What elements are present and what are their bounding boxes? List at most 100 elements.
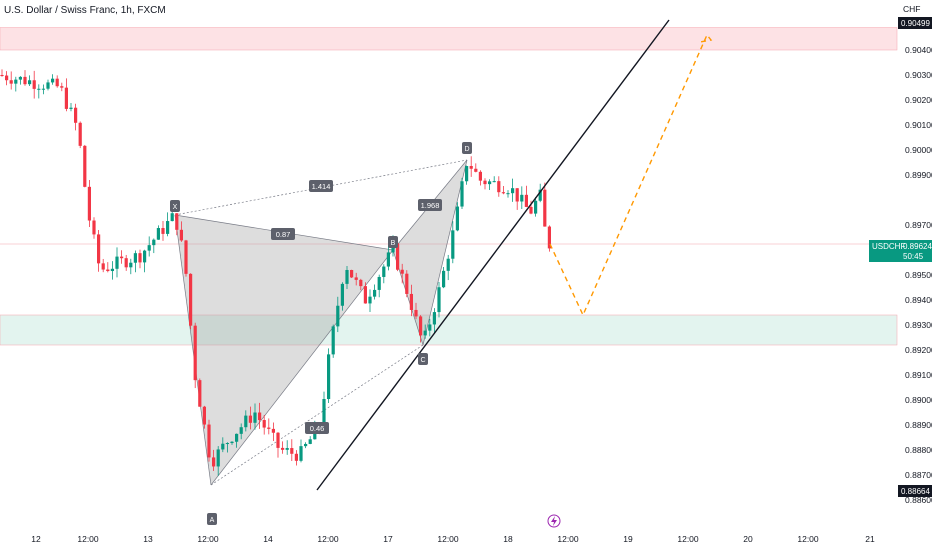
- candle-body: [474, 168, 478, 172]
- candle-body: [534, 200, 538, 214]
- candle-body: [55, 78, 59, 87]
- candle-body: [78, 122, 82, 146]
- candle-body: [538, 189, 542, 201]
- top-price-text: 0.90499: [901, 19, 930, 28]
- pattern-xab-triangle[interactable]: [175, 215, 393, 485]
- time-tick: 20: [743, 534, 753, 544]
- candle-body: [432, 312, 436, 325]
- candle-body: [386, 252, 390, 267]
- projection-path[interactable]: [549, 33, 713, 317]
- point-label-b: B: [388, 236, 398, 248]
- candle-body: [497, 181, 501, 193]
- candle-body: [41, 88, 45, 90]
- candle-body: [267, 427, 271, 429]
- candle-body: [152, 239, 156, 246]
- candle-body: [235, 433, 239, 442]
- ratio-label: 1.968: [418, 199, 442, 211]
- time-axis[interactable]: 12 12:00 13 12:00 14 12:00 17 12:00 18 12:00 19 12:…: [31, 534, 875, 544]
- candle-body: [276, 432, 280, 448]
- candle-body: [87, 186, 91, 221]
- svg-text:1.968: 1.968: [421, 201, 440, 210]
- candle-body: [193, 325, 197, 381]
- support-zone[interactable]: [0, 314, 898, 346]
- candle-body: [244, 415, 248, 428]
- time-tick: 12:00: [77, 534, 99, 544]
- current-symbol: USDCHF: [872, 242, 905, 251]
- candle-body: [285, 448, 289, 450]
- price-tick: 0.88600: [905, 495, 932, 505]
- candle-body: [175, 213, 179, 230]
- time-tick: 21: [865, 534, 875, 544]
- candle-body: [419, 316, 423, 336]
- candle-body: [345, 269, 349, 284]
- point-label-x: X: [170, 200, 180, 212]
- current-price-tag: USDCHF 0.89624 50:45: [869, 240, 932, 262]
- candle-body: [377, 276, 381, 290]
- candle-body: [446, 258, 450, 271]
- current-price-text: 0.89624: [903, 242, 932, 251]
- candle-body: [350, 269, 354, 278]
- candle-body: [492, 181, 496, 183]
- candle-body: [124, 258, 128, 268]
- candle-body: [46, 82, 50, 89]
- candlestick-series: [0, 69, 551, 476]
- candle-body: [368, 296, 372, 304]
- candle-body: [0, 75, 4, 76]
- ascending-trendline[interactable]: [316, 19, 670, 491]
- candle-body: [239, 427, 243, 434]
- candle-body: [469, 166, 473, 169]
- svg-text:X: X: [173, 204, 178, 211]
- candle-body: [460, 181, 464, 207]
- candle-body: [216, 449, 220, 467]
- time-tick: 17: [383, 534, 393, 544]
- ratio-labels: 1.414 0.87 1.968 0.46: [271, 180, 442, 434]
- svg-text:1.414: 1.414: [312, 182, 331, 191]
- resistance-zone[interactable]: [0, 27, 898, 51]
- candle-body: [483, 180, 487, 185]
- candle-body: [147, 245, 151, 251]
- candle-body: [143, 250, 147, 263]
- pattern-leg: [174, 214, 212, 486]
- candle-body: [258, 412, 262, 421]
- candle-body: [543, 189, 547, 227]
- point-label-a: A: [207, 513, 217, 525]
- candle-body: [423, 330, 427, 336]
- candle-body: [115, 256, 119, 269]
- ratio-label: 0.46: [305, 422, 329, 434]
- candle-body: [212, 457, 216, 467]
- ratio-label: 0.87: [271, 228, 295, 240]
- candle-body: [478, 171, 482, 181]
- candle-body: [501, 192, 505, 194]
- candle-body: [455, 206, 459, 231]
- candle-body: [166, 221, 170, 234]
- point-labels: X A B C D: [170, 142, 472, 525]
- time-tick: 14: [263, 534, 273, 544]
- candle-body: [308, 439, 312, 444]
- candle-body: [133, 253, 137, 263]
- svg-text:A: A: [210, 517, 215, 524]
- candle-body: [74, 107, 78, 123]
- lightning-icon[interactable]: [547, 514, 561, 528]
- bottom-price-text: 0.88664: [901, 487, 930, 496]
- candle-body: [64, 87, 68, 109]
- candle-body: [488, 181, 492, 185]
- candle-body: [60, 86, 64, 88]
- candle-body: [529, 206, 533, 214]
- candle-body: [400, 269, 404, 274]
- candle-body: [451, 230, 455, 259]
- candle-body: [51, 78, 55, 83]
- candle-body: [129, 262, 133, 268]
- time-tick: 18: [503, 534, 513, 544]
